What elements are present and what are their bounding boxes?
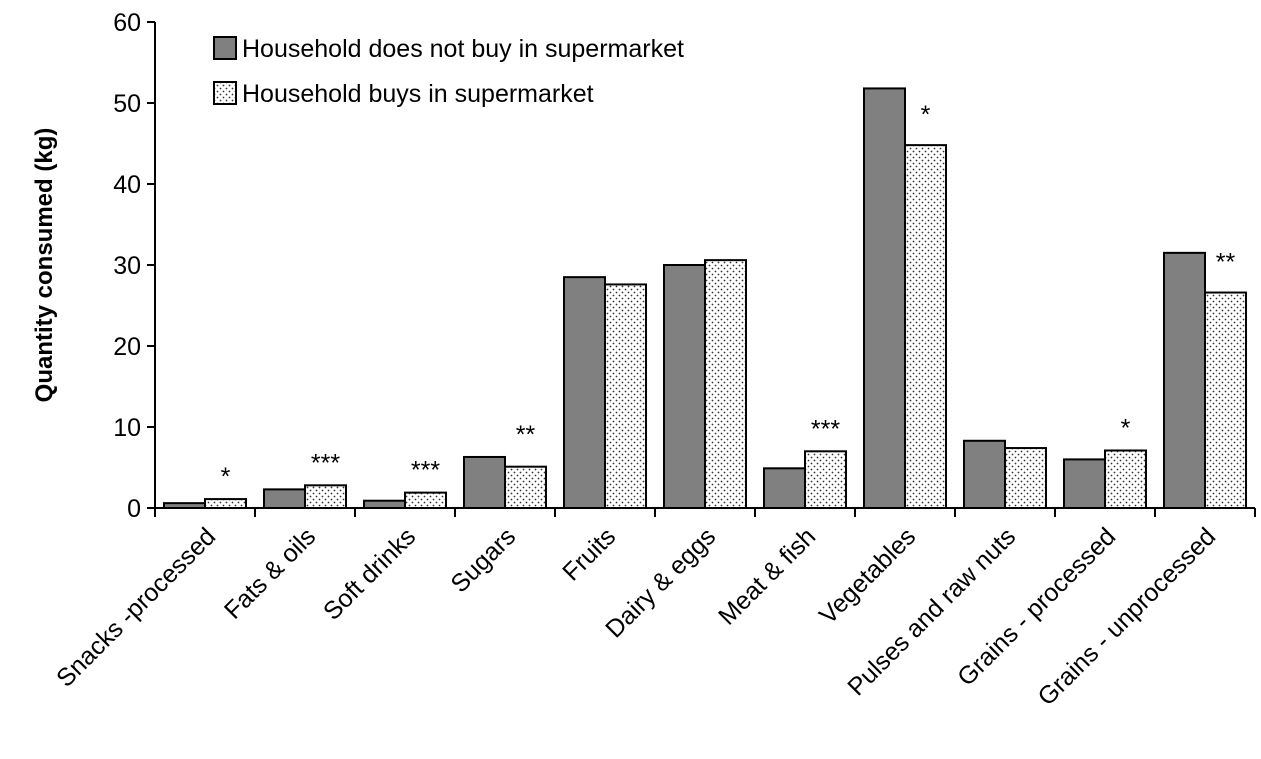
x-category-label: Soft drinks bbox=[318, 522, 421, 625]
y-tick-label: 40 bbox=[113, 171, 141, 199]
y-tick-label: 20 bbox=[113, 333, 141, 361]
y-tick-label: 50 bbox=[113, 90, 141, 118]
significance-marker: * bbox=[1121, 414, 1131, 442]
bar-supermarket bbox=[404, 491, 447, 509]
bar-supermarket bbox=[1104, 449, 1147, 509]
bar-not-supermarket bbox=[1063, 458, 1106, 509]
x-category-label: Fruits bbox=[557, 522, 621, 586]
y-tick-label: 30 bbox=[113, 252, 141, 280]
x-category-label: Snacks -processed bbox=[51, 522, 221, 692]
significance-marker: * bbox=[921, 101, 931, 129]
x-category-label: Sugars bbox=[445, 522, 521, 598]
x-category-label: Vegetables bbox=[814, 522, 921, 629]
x-category-label: Grains - unprocessed bbox=[1032, 522, 1221, 711]
y-axis: 0 10 20 30 40 50 60 bbox=[113, 9, 156, 523]
significance-marker: *** bbox=[311, 449, 340, 477]
bar-not-supermarket bbox=[863, 87, 906, 509]
bar-supermarket bbox=[1004, 447, 1047, 509]
bar-supermarket bbox=[204, 498, 247, 509]
significance-marker: ** bbox=[516, 421, 536, 449]
legend: Household does not buy in supermarket Hou… bbox=[213, 35, 684, 108]
bar-supermarket bbox=[904, 144, 947, 509]
legend-label: Household buys in supermarket bbox=[242, 80, 594, 108]
significance-marker: *** bbox=[811, 415, 840, 443]
x-category-label: Meat & fish bbox=[713, 522, 821, 630]
bar-not-supermarket bbox=[963, 439, 1006, 509]
bar-supermarket bbox=[1204, 291, 1247, 510]
y-tick-label: 60 bbox=[113, 9, 141, 37]
bar-supermarket bbox=[604, 283, 647, 509]
bar-not-supermarket bbox=[763, 467, 806, 509]
y-tick-label: 0 bbox=[127, 495, 141, 523]
legend-label: Household does not buy in supermarket bbox=[242, 35, 684, 63]
bar-supermarket bbox=[804, 450, 847, 509]
y-tick-label: 10 bbox=[113, 414, 141, 442]
significance-markers: * *** ***** ******* bbox=[221, 101, 1236, 491]
legend-swatch bbox=[213, 81, 237, 105]
bar-not-supermarket bbox=[563, 276, 606, 509]
bar-supermarket bbox=[704, 259, 747, 510]
x-category-label: Pulses and raw nuts bbox=[842, 522, 1021, 701]
y-axis-label: Quantity consumed (kg) bbox=[31, 128, 58, 403]
bars bbox=[163, 87, 1247, 510]
x-category-label: Fats & oils bbox=[219, 522, 321, 624]
significance-marker: * bbox=[221, 463, 231, 491]
significance-marker: ** bbox=[1216, 249, 1236, 277]
bar-not-supermarket bbox=[463, 455, 506, 509]
bar-not-supermarket bbox=[1163, 251, 1206, 509]
bar-not-supermarket bbox=[263, 488, 306, 509]
legend-swatch bbox=[213, 36, 237, 60]
significance-marker: *** bbox=[411, 457, 440, 485]
bar-supermarket bbox=[504, 465, 547, 510]
bar-not-supermarket bbox=[363, 499, 406, 509]
bar-not-supermarket bbox=[663, 264, 706, 509]
bar-supermarket bbox=[304, 484, 347, 510]
